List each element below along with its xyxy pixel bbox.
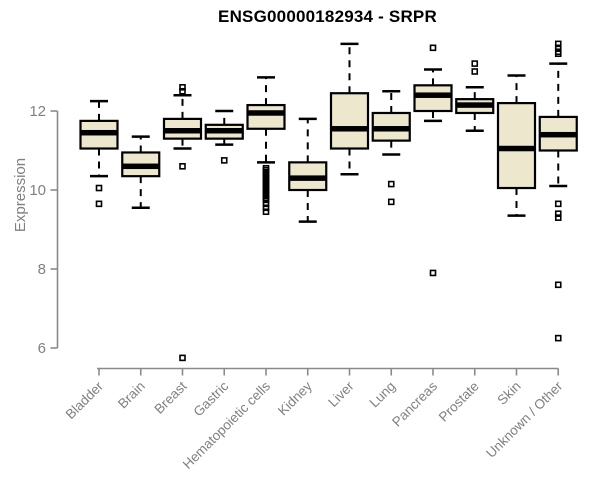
outlier-point bbox=[554, 40, 562, 48]
x-tick-label-breast: Breast bbox=[151, 378, 189, 416]
outlier-point bbox=[429, 269, 437, 277]
outlier-point bbox=[554, 334, 562, 342]
outlier-point bbox=[554, 200, 562, 208]
boxplot-prostate bbox=[455, 60, 495, 132]
outlier-point bbox=[179, 163, 186, 170]
x-tick-label-unknown-other: Unknown / Other bbox=[483, 378, 566, 461]
boxplot-unknown-other bbox=[538, 40, 578, 342]
outlier-point bbox=[471, 68, 479, 75]
median-line bbox=[247, 110, 285, 116]
y-tick-label: 10 bbox=[29, 182, 46, 199]
outlier-point bbox=[387, 198, 395, 206]
boxplot-brain bbox=[121, 135, 161, 210]
x-tick-label-gastric: Gastric bbox=[191, 378, 232, 419]
outlier-point bbox=[220, 157, 228, 164]
median-line bbox=[456, 102, 494, 108]
outlier-point bbox=[554, 281, 562, 289]
median-line bbox=[372, 126, 410, 132]
iqr-box bbox=[329, 92, 370, 150]
outlier-point bbox=[262, 208, 270, 216]
x-tick-label-pancreas: Pancreas bbox=[389, 378, 440, 429]
y-tick-label: 12 bbox=[29, 103, 46, 120]
outlier-point bbox=[262, 196, 270, 204]
outlier-point bbox=[554, 44, 562, 52]
x-tick-label-brain: Brain bbox=[115, 379, 148, 412]
boxplot-lung bbox=[371, 90, 411, 206]
median-line bbox=[205, 128, 243, 134]
outlier-point bbox=[554, 210, 562, 217]
median-line bbox=[289, 175, 327, 181]
boxplot-pancreas bbox=[413, 44, 453, 277]
outlier-point bbox=[95, 184, 103, 192]
outlier-point bbox=[179, 84, 186, 91]
outlier-point bbox=[262, 204, 270, 212]
median-line bbox=[498, 145, 535, 152]
boxplot-skin bbox=[496, 74, 537, 217]
outlier-point bbox=[471, 60, 479, 67]
outlier-point bbox=[179, 87, 186, 95]
median-line bbox=[414, 92, 452, 98]
boxplot-bladder bbox=[79, 99, 119, 208]
y-axis: 6 8 10 12 bbox=[29, 103, 59, 357]
boxplot-breast bbox=[162, 84, 203, 362]
chart-title: ENSG00000182934 - SRPR bbox=[218, 7, 437, 26]
y-tick-label: 8 bbox=[38, 261, 46, 278]
outlier-point bbox=[95, 200, 103, 208]
outlier-point bbox=[554, 50, 562, 58]
boxplot-liver bbox=[329, 42, 370, 176]
median-line bbox=[331, 126, 368, 132]
iqr-box bbox=[413, 84, 453, 113]
iqr-box bbox=[246, 103, 286, 130]
median-line bbox=[539, 131, 577, 138]
boxplot-kidney bbox=[288, 117, 328, 223]
boxplot-gastric bbox=[204, 109, 244, 164]
x-tick-label-kidney: Kidney bbox=[275, 378, 315, 418]
median-line bbox=[80, 129, 118, 136]
iqr-box bbox=[496, 101, 537, 190]
y-tick-label: 6 bbox=[38, 340, 46, 357]
median-line bbox=[122, 163, 160, 170]
median-line bbox=[164, 128, 201, 134]
x-tick-label-bladder: Bladder bbox=[63, 378, 107, 422]
outlier-point bbox=[387, 180, 395, 188]
outlier-point bbox=[554, 214, 562, 221]
outlier-point bbox=[179, 354, 186, 362]
boxplot-hematopoietic-cells bbox=[246, 76, 286, 216]
outlier-point bbox=[262, 200, 270, 208]
x-tick-label-skin: Skin bbox=[494, 379, 523, 408]
x-tick-label-prostate: Prostate bbox=[436, 379, 482, 425]
outlier-point bbox=[429, 44, 437, 52]
x-tick-label-liver: Liver bbox=[325, 378, 357, 410]
x-tick-label-lung: Lung bbox=[367, 379, 399, 411]
